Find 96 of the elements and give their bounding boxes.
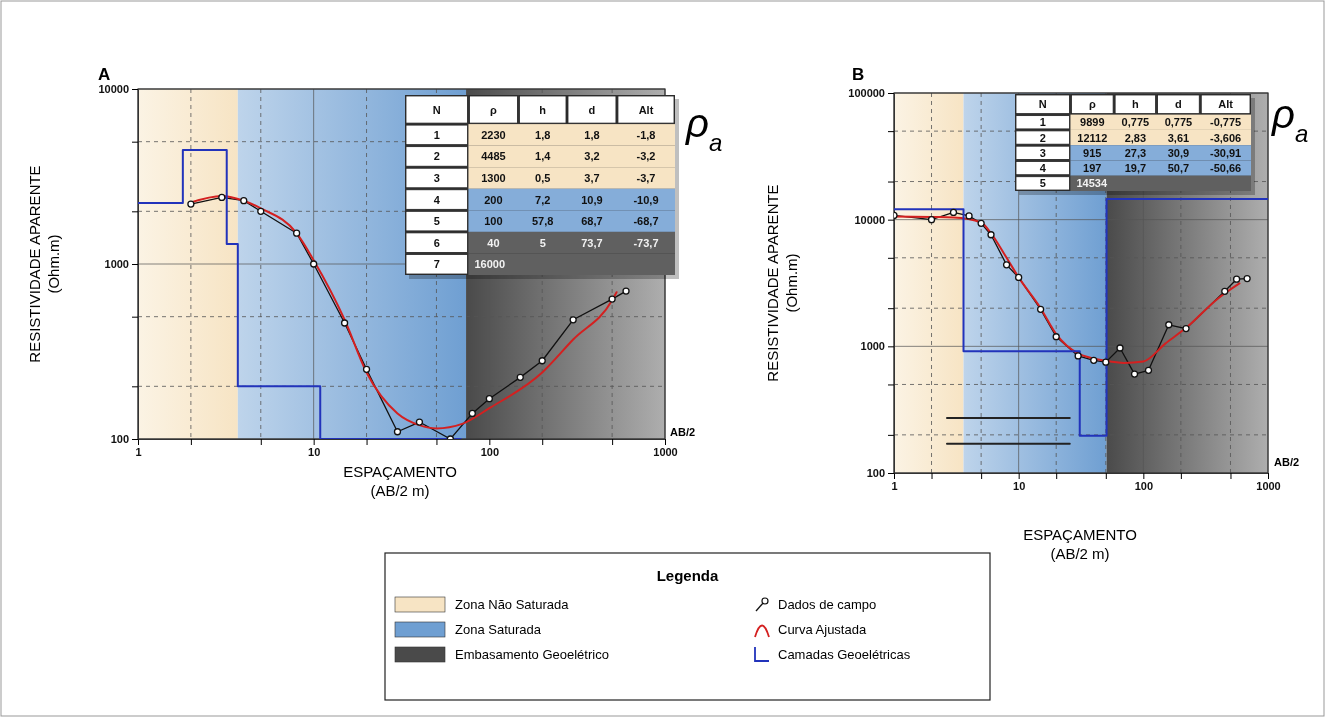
annotation: 68,7: [581, 215, 603, 228]
annotation: 7: [433, 258, 440, 271]
annotation: 1,8: [535, 128, 551, 141]
annotation: 197: [1083, 162, 1102, 175]
annotation: h: [1131, 98, 1139, 111]
annotation: 1,4: [535, 150, 552, 163]
annotation: 6: [433, 236, 440, 249]
annotation: 2,83: [1124, 131, 1147, 144]
annotation: -30,91: [1210, 146, 1242, 159]
legend-title: Legenda: [656, 567, 719, 584]
annotation: 19,7: [1124, 162, 1147, 175]
annotation: 0,5: [535, 171, 551, 184]
annotation: 14534: [1076, 177, 1108, 190]
x-tick-label: 1: [891, 479, 898, 492]
y-tick-label: 100000: [848, 87, 885, 100]
annotation: 2: [1039, 131, 1046, 144]
x-tick-label: 1000: [1256, 479, 1281, 492]
legend-label: Camadas Geoelétricas: [778, 647, 911, 662]
y-tick-label: 10000: [854, 213, 885, 226]
annotation: 100: [484, 215, 503, 228]
annotation: -0,775: [1210, 116, 1242, 129]
y-tick-label: 1000: [860, 340, 885, 353]
annotation: -10,9: [633, 193, 659, 206]
annotation: Alt: [1218, 98, 1234, 111]
annotation: 1300: [481, 171, 506, 184]
x-tick-label: 10: [1013, 479, 1026, 492]
annotation: 5: [1039, 177, 1046, 190]
annotation: 2230: [481, 128, 506, 141]
text: ρ$_{a}$: [1271, 92, 1309, 147]
annotation: 5: [539, 236, 546, 249]
annotation: -3,606: [1210, 131, 1242, 144]
x-axis-title: ESPAÇAMENTO (AB/2 m): [1023, 526, 1137, 562]
annotation: N: [1038, 98, 1047, 111]
annotation: -1,8: [636, 128, 656, 141]
annotation: Alt: [638, 103, 654, 116]
annotation: 1: [433, 128, 440, 141]
text: ρ$_{a}$: [685, 101, 723, 156]
annotation: 50,7: [1167, 162, 1190, 175]
annotation: 40: [487, 236, 500, 249]
annotation: -50,66: [1210, 162, 1242, 175]
annotation: 2: [433, 150, 440, 163]
annotation: 12112: [1077, 131, 1108, 144]
annotation: 0,775: [1121, 116, 1150, 129]
x-tick-label: 100: [1134, 479, 1154, 492]
annotation: -73,7: [633, 236, 659, 249]
y-axis-title: RESISTIVIDADE APARENTE (Ohm.m): [26, 165, 62, 363]
legend-label: Curva Ajustada: [778, 622, 867, 637]
annotation: d: [1175, 98, 1182, 111]
y-tick-label: 100: [110, 433, 129, 446]
annotation: 0,775: [1164, 116, 1193, 129]
annotation: 3,61: [1167, 131, 1190, 144]
annotation: 1,8: [584, 128, 600, 141]
annotation: 57,8: [531, 215, 554, 228]
legend-label: Embasamento Geoelétrico: [455, 647, 609, 662]
annotation: 200: [484, 193, 503, 206]
annotation: 7,2: [535, 193, 551, 206]
x-tick-label: 100: [480, 445, 500, 458]
text: AB/2: [670, 426, 696, 438]
annotation: 5: [433, 215, 440, 228]
y-tick-label: 100: [866, 467, 885, 480]
annotation: 3,7: [584, 171, 600, 184]
annotation: 4: [433, 193, 441, 206]
text: AB/2: [1274, 456, 1300, 468]
annotation: 4: [1039, 162, 1047, 175]
annotation: N: [432, 103, 441, 116]
y-axis-title: RESISTIVIDADE APARENTE (Ohm.m): [764, 184, 800, 382]
annotation: 73,7: [581, 236, 603, 249]
annotation: -3,7: [636, 171, 656, 184]
x-tick-label: 1000: [653, 445, 678, 458]
annotation: 27,3: [1124, 146, 1147, 159]
annotation: h: [539, 103, 547, 116]
y-tick-label: 10000: [98, 83, 129, 96]
annotation: -3,2: [636, 150, 656, 163]
chart-title: B: [852, 65, 865, 84]
x-tick-label: 10: [308, 445, 321, 458]
legend-label: Zona Saturada: [455, 622, 542, 637]
annotation: 3: [1039, 146, 1046, 159]
x-tick-label: 1: [135, 445, 142, 458]
annotation: 3: [433, 171, 440, 184]
annotation: ρ: [490, 103, 498, 116]
annotation: 10,9: [581, 193, 603, 206]
annotation: -68,7: [633, 215, 659, 228]
chart-title: A: [98, 65, 111, 84]
annotation: 30,9: [1167, 146, 1190, 159]
legend-label: Zona Não Saturada: [455, 597, 570, 612]
annotation: 4485: [481, 150, 506, 163]
annotation: 915: [1083, 146, 1102, 159]
annotation: d: [588, 103, 596, 116]
x-axis-title: ESPAÇAMENTO (AB/2 m): [343, 463, 457, 499]
y-tick-label: 1000: [104, 258, 129, 271]
annotation: 9899: [1080, 116, 1105, 129]
annotation: 3,2: [584, 150, 600, 163]
annotation: ρ: [1088, 98, 1096, 111]
annotation: 1: [1039, 116, 1046, 129]
annotation: 16000: [474, 258, 506, 271]
legend-label: Dados de campo: [778, 597, 877, 612]
